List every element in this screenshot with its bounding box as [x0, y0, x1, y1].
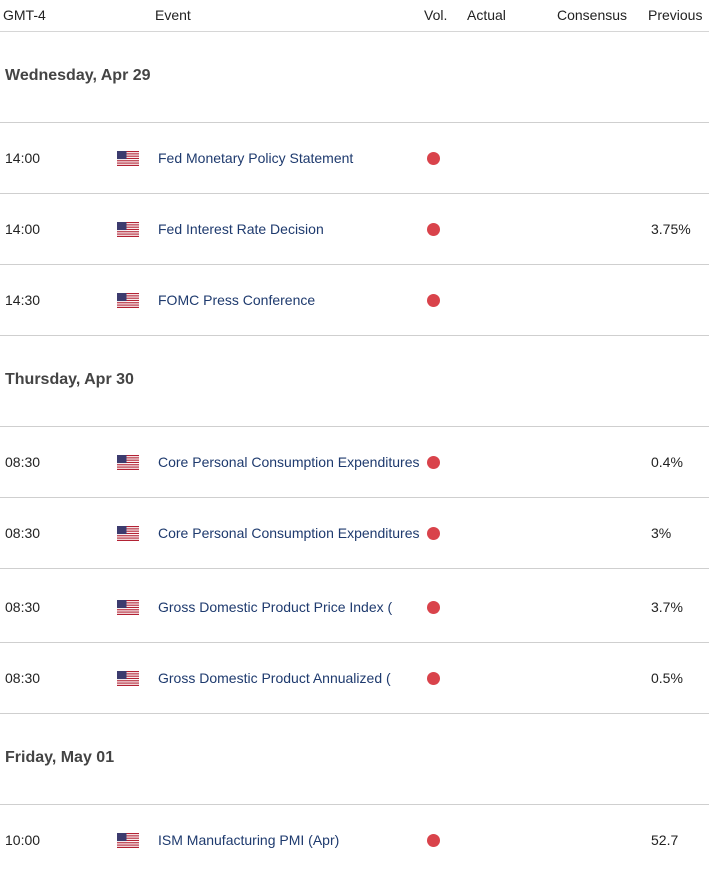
event-time: 14:30 [5, 292, 41, 308]
day-group-header: Thursday, Apr 30 [0, 336, 709, 427]
high-importance-icon [427, 152, 440, 165]
us-flag-icon [117, 455, 139, 470]
us-flag-icon [117, 833, 139, 848]
high-importance-icon [427, 834, 440, 847]
previous-value: 0.5% [651, 670, 683, 686]
event-time: 08:30 [5, 599, 41, 615]
event-time: 10:00 [5, 832, 41, 848]
day-label: Friday, May 01 [5, 749, 115, 766]
table-row[interactable]: 14:00 Fed Monetary Policy Statement [0, 123, 709, 194]
us-flag-icon [117, 671, 139, 686]
event-column-header: Event [155, 7, 191, 23]
day-label: Thursday, Apr 30 [5, 371, 134, 388]
previous-value: 0.4% [651, 454, 683, 470]
us-flag-icon [117, 600, 139, 615]
previous-column-header: Previous [648, 7, 703, 23]
day-group-header: Friday, May 01 [0, 714, 709, 805]
event-time: 08:30 [5, 454, 41, 470]
table-row[interactable]: 08:30 Core Personal Consumption Expendit… [0, 498, 709, 569]
event-link[interactable]: Gross Domestic Product Annualized ( [158, 670, 391, 686]
event-time: 08:30 [5, 670, 41, 686]
table-row[interactable]: 08:30 Gross Domestic Product Price Index… [0, 569, 709, 643]
table-row[interactable]: 14:00 Fed Interest Rate Decision 3.75% [0, 194, 709, 265]
previous-value: 52.7 [651, 832, 679, 848]
table-row[interactable]: 08:30 Core Personal Consumption Expendit… [0, 427, 709, 498]
event-link[interactable]: Gross Domestic Product Price Index ( [158, 599, 393, 615]
table-row[interactable]: 10:00 ISM Manufacturing PMI (Apr) 52.7 [0, 805, 709, 875]
event-link[interactable]: Fed Interest Rate Decision [158, 221, 324, 237]
event-time: 14:00 [5, 221, 41, 237]
day-group-header: Wednesday, Apr 29 [0, 32, 709, 123]
table-row[interactable]: 08:30 Gross Domestic Product Annualized … [0, 643, 709, 714]
event-link[interactable]: Core Personal Consumption Expenditures [158, 454, 420, 470]
us-flag-icon [117, 151, 139, 166]
timezone-header[interactable]: GMT-4 [3, 7, 46, 23]
high-importance-icon [427, 294, 440, 307]
table-row[interactable]: 14:30 FOMC Press Conference [0, 265, 709, 336]
consensus-column-header: Consensus [557, 7, 628, 23]
table-header: GMT-4 Event Vol. Actual Consensus Previo… [0, 0, 709, 32]
high-importance-icon [427, 223, 440, 236]
high-importance-icon [427, 672, 440, 685]
us-flag-icon [117, 293, 139, 308]
high-importance-icon [427, 601, 440, 614]
previous-value: 3% [651, 525, 672, 541]
actual-column-header: Actual [467, 7, 506, 23]
event-link[interactable]: FOMC Press Conference [158, 292, 316, 308]
us-flag-icon [117, 526, 139, 541]
high-importance-icon [427, 527, 440, 540]
event-time: 08:30 [5, 525, 41, 541]
volatility-column-header: Vol. [424, 7, 448, 23]
us-flag-icon [117, 222, 139, 237]
event-time: 14:00 [5, 150, 41, 166]
event-link[interactable]: Core Personal Consumption Expenditures [158, 525, 420, 541]
day-label: Wednesday, Apr 29 [5, 67, 151, 84]
event-link[interactable]: ISM Manufacturing PMI (Apr) [158, 832, 340, 848]
event-link[interactable]: Fed Monetary Policy Statement [158, 150, 354, 166]
previous-value: 3.75% [651, 221, 691, 237]
previous-value: 3.7% [651, 599, 683, 615]
high-importance-icon [427, 456, 440, 469]
